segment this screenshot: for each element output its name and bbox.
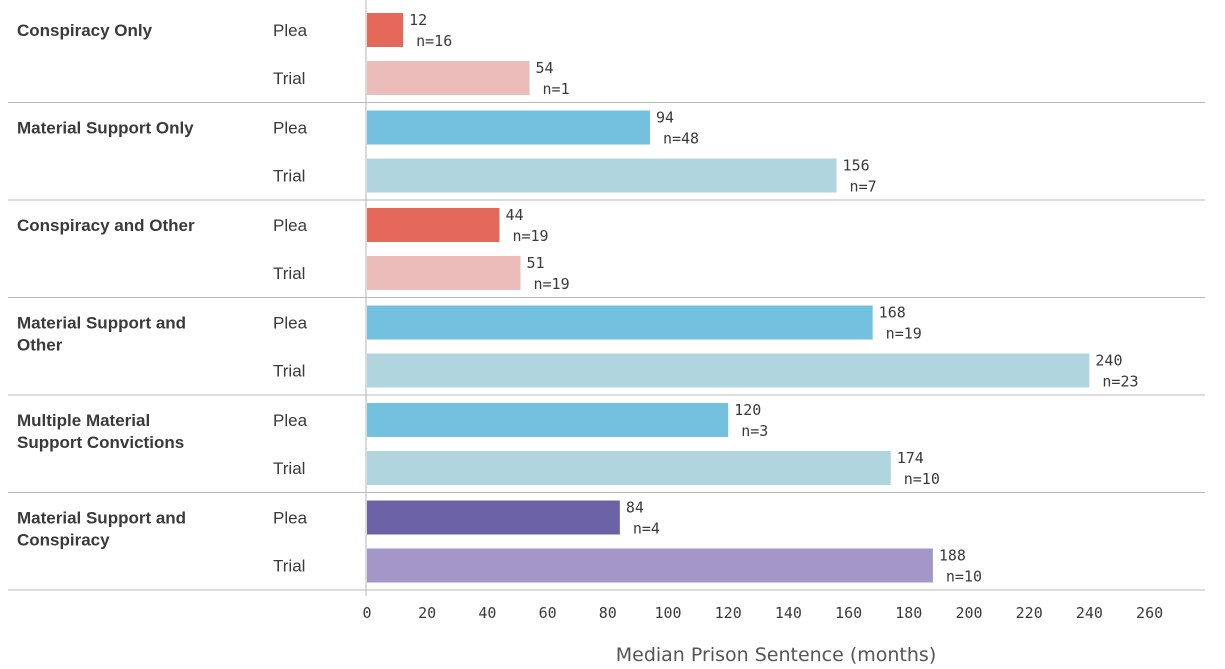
bar-n-label: n=10 — [946, 568, 982, 586]
x-tick-label: 160 — [835, 604, 862, 622]
bar — [367, 500, 620, 535]
bar-value-label: 94 — [656, 109, 674, 127]
category-label: Conspiracy and Other — [17, 216, 195, 235]
bar-type-label: Plea — [273, 411, 308, 430]
bar-type-label: Plea — [273, 509, 308, 528]
x-axis-title: Median Prison Sentence (months) — [616, 644, 937, 666]
bar-value-label: 51 — [527, 254, 545, 272]
category-labels: Conspiracy Only Plea Trial Material Support… — [17, 21, 308, 576]
bar-type-label: Trial — [273, 264, 305, 283]
bar-type-label: Plea — [273, 216, 308, 235]
category-label: Material Support Only — [17, 119, 194, 138]
x-tick-label: 140 — [775, 604, 802, 622]
bar-value-label: 120 — [734, 401, 761, 419]
bar — [367, 403, 729, 437]
x-tick-label: 260 — [1136, 604, 1163, 622]
bar-value-label: 240 — [1095, 352, 1122, 370]
bar-type-label: Plea — [273, 314, 308, 333]
bar-type-label: Plea — [273, 21, 308, 40]
bar-n-label: n=23 — [1102, 373, 1138, 391]
x-tick-label: 240 — [1076, 604, 1103, 622]
category-label: Multiple Material — [17, 411, 150, 430]
category-label: Material Support and — [17, 509, 186, 528]
bar-value-label: 174 — [897, 449, 924, 467]
bar-value-label: 12 — [409, 11, 427, 29]
bar-type-label: Trial — [273, 362, 305, 381]
bar — [367, 110, 650, 145]
bar-n-label: n=19 — [886, 325, 922, 343]
bar-value-label: 168 — [879, 304, 906, 322]
bar-n-label: n=48 — [663, 130, 699, 148]
bar-n-label: n=1 — [543, 80, 570, 98]
bar-type-label: Trial — [273, 557, 305, 576]
bar-value-label: 156 — [843, 157, 870, 175]
bar-n-label: n=7 — [850, 178, 877, 196]
bar — [367, 13, 404, 47]
bar-n-label: n=10 — [904, 470, 940, 488]
bar — [367, 256, 521, 290]
x-axis-ticks: 0 20 40 60 80 100 120 140 160 180 200 220 240 260 — [362, 604, 1163, 622]
bar — [367, 158, 837, 193]
x-tick-label: 20 — [418, 604, 436, 622]
bar-value-label: 84 — [626, 499, 644, 517]
bar-n-label: n=19 — [512, 227, 548, 245]
bar — [367, 451, 891, 485]
x-tick-label: 0 — [362, 604, 371, 622]
category-label: Other — [17, 336, 63, 355]
category-label: Conspiracy Only — [17, 21, 153, 40]
bar-n-label: n=16 — [416, 32, 452, 50]
bar-value-label: 44 — [505, 206, 523, 224]
bar-type-label: Trial — [273, 167, 305, 186]
bar-n-label: n=4 — [633, 520, 660, 538]
bar — [367, 208, 500, 242]
x-tick-label: 100 — [654, 604, 681, 622]
x-tick-label: 200 — [955, 604, 982, 622]
bar-value-label: 188 — [939, 547, 966, 565]
bar — [367, 548, 933, 583]
group-separators — [8, 102, 1205, 591]
x-tick-label: 80 — [599, 604, 617, 622]
x-tick-label: 40 — [478, 604, 496, 622]
category-label: Conspiracy — [17, 531, 110, 550]
bar-type-label: Trial — [273, 459, 305, 478]
bar-type-label: Trial — [273, 69, 305, 88]
bar — [367, 61, 530, 95]
bar-value-label: 54 — [536, 59, 554, 77]
x-tick-label: 180 — [895, 604, 922, 622]
x-tick-label: 220 — [1016, 604, 1043, 622]
bar — [367, 305, 873, 340]
category-label: Support Convictions — [17, 433, 184, 452]
x-tick-label: 60 — [539, 604, 557, 622]
x-tick-label: 120 — [715, 604, 742, 622]
bar-type-label: Plea — [273, 119, 308, 138]
bar-n-label: n=3 — [741, 422, 768, 440]
bar — [367, 353, 1090, 388]
bar-n-label: n=19 — [534, 275, 570, 293]
bars: 12 n=16 54 n=1 94 n=48 156 n=7 44 n=19 51 n=19 168 n=… — [367, 11, 1139, 586]
category-label: Material Support and — [17, 314, 186, 333]
